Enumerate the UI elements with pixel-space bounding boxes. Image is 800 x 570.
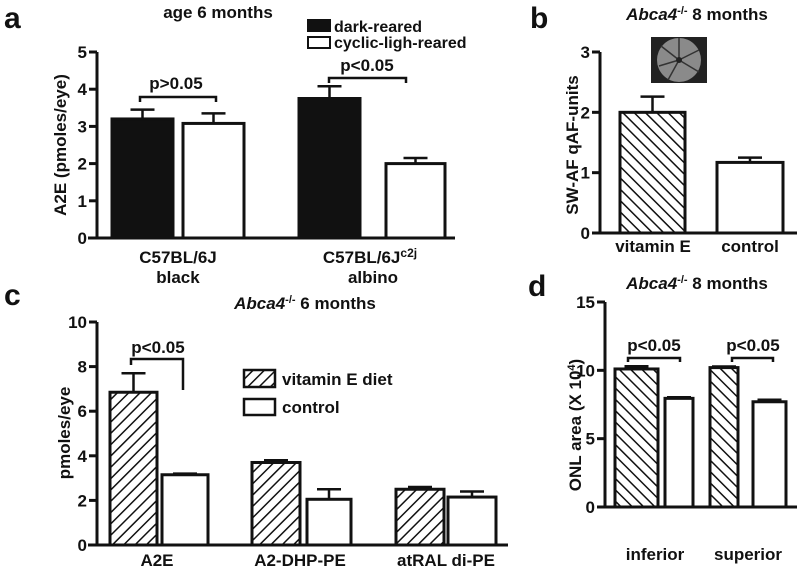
y-tick-label: 10 — [576, 361, 595, 380]
bar — [160, 473, 210, 547]
y-tick-label: 5 — [586, 430, 595, 449]
legend-label-vitamin-e: vitamin E diet — [282, 370, 393, 389]
panel-b-ylabel: SW-AF qAF-units — [563, 75, 582, 214]
panel-c-title: Abca4-/- 6 months — [233, 294, 376, 313]
panel-letter-d: d — [528, 270, 546, 303]
panel-a-annotation-1: p>0.05 — [149, 74, 202, 93]
bar — [110, 117, 175, 240]
y-tick-label: 0 — [581, 224, 590, 243]
bar — [708, 366, 740, 509]
y-tick-label: 8 — [78, 358, 87, 377]
bar — [715, 160, 785, 235]
y-tick-label: 10 — [68, 313, 87, 332]
significance-bracket — [730, 356, 775, 362]
y-tick-label: 4 — [78, 447, 88, 466]
y-tick-label: 3 — [581, 43, 590, 62]
significance-bracket — [129, 357, 185, 390]
panel-b-title: Abca4-/- 8 months — [625, 5, 768, 24]
panel-b-category-1: vitamin E — [615, 237, 691, 256]
panel-letter-a: a — [4, 2, 21, 35]
y-tick-label: 2 — [78, 491, 87, 510]
panel-c-ylabel: pmoles/eye — [55, 387, 74, 480]
bar — [394, 487, 446, 547]
panel-c-category-3: atRAL di-PE — [397, 551, 495, 570]
panel-d-category-2: superior — [714, 545, 782, 564]
panel-a-category-1: C57BL/6J — [139, 248, 216, 267]
panel-letter-c: c — [4, 279, 21, 312]
panel-a-annotation-2: p<0.05 — [340, 56, 393, 75]
legend-swatch-cyclic — [307, 36, 331, 49]
panel-a-category-2-sub: albino — [348, 268, 398, 287]
panel-c-category-2: A2-DHP-PE — [254, 551, 346, 570]
y-tick-label: 6 — [78, 402, 87, 421]
y-tick-label: 5 — [78, 43, 87, 62]
y-tick-label: 1 — [581, 164, 590, 183]
panel-b-category-2: control — [721, 237, 779, 256]
fundus-image-inset — [651, 37, 707, 83]
y-tick-label: 0 — [78, 229, 87, 248]
panel-a-category-1-sub: black — [156, 268, 200, 287]
bar — [613, 367, 660, 509]
bar — [297, 97, 362, 240]
legend-swatch-vitamin-e — [242, 368, 277, 389]
panel-d-category-1: inferior — [626, 545, 685, 564]
y-tick-label: 15 — [576, 293, 595, 312]
panel-d-ylabel: ONL area (X 104) — [566, 359, 585, 491]
y-tick-label: 3 — [78, 117, 87, 136]
y-tick-label: 4 — [78, 80, 88, 99]
bar — [181, 121, 246, 240]
bar — [384, 162, 447, 240]
legend-label-control: control — [282, 398, 340, 417]
panel-a-title: age 6 months — [163, 3, 273, 22]
bar — [446, 495, 498, 547]
bar — [618, 110, 687, 235]
y-tick-label: 0 — [78, 536, 87, 555]
y-tick-label: 0 — [586, 498, 595, 517]
panel-d-annotation-1: p<0.05 — [627, 336, 680, 355]
significance-bracket — [327, 76, 408, 83]
legend-swatch-control — [242, 397, 277, 417]
panel-c-annotation: p<0.05 — [131, 338, 184, 357]
y-tick-label: 1 — [78, 192, 87, 211]
bar — [250, 460, 302, 547]
chart-marks: 0 1 2 3 4 5 0 1 2 3 0 2 4 6 8 10 0 5 10 15 — [68, 43, 797, 555]
panel-a-ylabel: A2E (pmoles/eye) — [51, 74, 70, 216]
bar — [751, 400, 788, 509]
panel-c-category-1: A2E — [140, 551, 173, 570]
bar — [305, 497, 353, 547]
bar — [108, 390, 159, 547]
panel-d-annotation-2: p<0.05 — [726, 336, 779, 355]
legend-label-cyclic: cyclic-ligh-reared — [334, 35, 467, 52]
legend-label-dark: dark-reared — [334, 19, 422, 36]
y-tick-label: 2 — [581, 103, 590, 122]
panel-a-category-2: C57BL/6Jc2j — [323, 246, 417, 267]
significance-bracket — [138, 95, 218, 102]
significance-bracket — [626, 356, 682, 362]
panel-letter-b: b — [530, 2, 548, 35]
legend-swatch-dark — [307, 19, 331, 32]
y-tick-label: 2 — [78, 155, 87, 174]
panel-d-title: Abca4-/- 8 months — [625, 274, 768, 293]
bar — [663, 396, 695, 509]
